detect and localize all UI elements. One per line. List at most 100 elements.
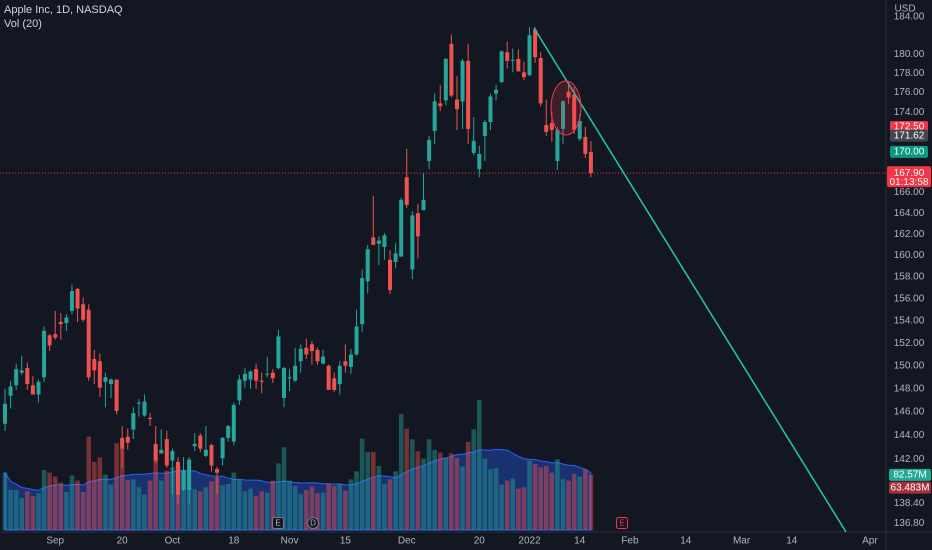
candle-body	[533, 29, 538, 58]
chart-title: Apple Inc, 1D, NASDAQ	[4, 4, 123, 16]
volume-bar	[365, 451, 370, 530]
y-tick-label: 156.00	[894, 293, 925, 304]
candle-body	[588, 151, 593, 174]
candle-body	[86, 309, 91, 378]
volume-bar	[532, 463, 538, 530]
candle-body	[399, 199, 404, 257]
candle-body	[309, 344, 314, 352]
candle-body	[343, 361, 348, 366]
y-tick-label: 154.00	[894, 315, 925, 326]
candle-body	[555, 129, 560, 161]
candle-body	[259, 380, 264, 382]
candle-body	[337, 365, 342, 385]
volume-bar	[170, 467, 175, 530]
candle-body	[365, 249, 370, 282]
ellipse-drawing[interactable]	[550, 80, 582, 136]
volume-bar	[158, 480, 164, 530]
candle-body	[103, 377, 108, 382]
volume-bar	[131, 479, 136, 530]
volume-bar	[516, 488, 521, 530]
volume-bar	[181, 469, 186, 530]
x-tick-label: 15	[340, 536, 352, 547]
volume-bar	[354, 471, 359, 530]
candle-body	[64, 317, 69, 324]
candle-body	[566, 91, 571, 98]
candle-body	[170, 451, 175, 461]
volume-bar	[460, 466, 465, 530]
volume-bar	[465, 441, 471, 530]
volume-bar	[443, 457, 449, 530]
price-label: 171.62	[894, 130, 925, 141]
volume-bar	[404, 428, 410, 530]
candle-body	[505, 52, 510, 61]
volume-bar	[488, 469, 493, 530]
volume-bar	[25, 491, 30, 530]
candle-body	[354, 326, 359, 355]
volume-bar	[58, 482, 64, 530]
candle-body	[282, 368, 286, 399]
candle-body	[42, 330, 47, 378]
x-tick-label: 14	[786, 536, 798, 547]
candle-body	[460, 60, 465, 102]
volume-bar	[393, 471, 398, 530]
candle-body	[242, 373, 247, 381]
candle-body	[549, 122, 554, 130]
candle-body	[125, 436, 130, 443]
candle-body	[527, 35, 532, 76]
x-tick-label: Oct	[165, 536, 181, 547]
candle-body	[510, 59, 515, 61]
candle-body	[388, 259, 393, 291]
candle-body	[192, 443, 197, 447]
volume-bar	[437, 452, 443, 530]
y-tick-label: 162.00	[894, 229, 925, 240]
candle-body	[153, 443, 158, 461]
volume-bar	[52, 476, 58, 530]
volume-bar	[315, 493, 320, 530]
volume-bar	[125, 479, 131, 530]
candle-body	[265, 373, 270, 375]
candle-body	[159, 449, 164, 454]
volume-bar	[214, 477, 220, 530]
volume-bar	[504, 480, 510, 530]
candle-body	[494, 89, 499, 94]
x-tick-label: Apr	[862, 536, 878, 547]
y-tick-label: 146.00	[894, 407, 925, 418]
volume-bar	[348, 479, 354, 530]
candle-body	[376, 240, 381, 244]
x-tick-label: 14	[680, 536, 692, 547]
candle-body	[81, 304, 86, 320]
volume-bar	[449, 453, 454, 530]
volume-bar	[510, 478, 516, 530]
volume-bar	[370, 451, 376, 530]
candle-body	[315, 349, 320, 362]
candle-body	[231, 404, 236, 442]
candle-body	[360, 278, 365, 325]
y-tick-label: 184.00	[894, 11, 925, 22]
candle-body	[148, 417, 153, 420]
volume-bar	[281, 447, 287, 530]
volume-bar	[86, 436, 91, 530]
volume-legend: Vol (20)	[4, 18, 42, 30]
x-tick-label: 2022	[518, 536, 541, 547]
volume-bar	[248, 488, 253, 530]
candle-body	[276, 336, 281, 369]
candle-body	[443, 58, 448, 101]
volume-bar	[198, 491, 203, 530]
candle-body	[421, 199, 426, 211]
volume-label-box	[889, 468, 931, 481]
candle-body	[19, 370, 24, 373]
volume-bar	[571, 473, 577, 530]
y-tick-label: 138.40	[894, 498, 925, 509]
volume-bar	[119, 447, 125, 530]
candle-body	[14, 369, 19, 386]
candle-body	[69, 291, 74, 311]
candle-body	[109, 379, 114, 385]
candle-body	[438, 103, 443, 107]
trend-line[interactable]	[533, 27, 847, 533]
x-tick-label: 18	[228, 536, 240, 547]
volume-bar	[343, 490, 348, 530]
y-tick-label: 152.00	[894, 338, 925, 349]
last-price-label: 167.90	[894, 168, 925, 179]
